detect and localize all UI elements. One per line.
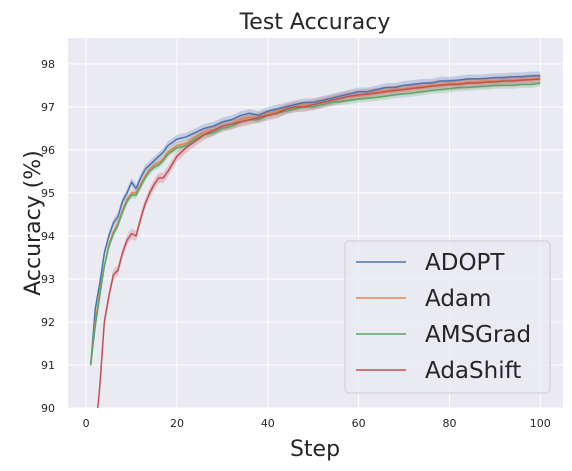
y-tick-label: 91 bbox=[41, 359, 55, 372]
y-tick-label: 96 bbox=[41, 144, 55, 157]
legend-label: AdaShift bbox=[425, 358, 521, 384]
line-adam bbox=[89, 77, 541, 366]
chart-title: Test Accuracy bbox=[239, 10, 391, 35]
y-tick-label: 98 bbox=[41, 58, 55, 71]
line-adopt bbox=[89, 75, 541, 366]
legend-label: AMSGrad bbox=[425, 322, 531, 348]
line-adashift bbox=[96, 78, 541, 408]
y-tick-labels: 90 91 92 93 94 95 96 97 98 bbox=[41, 58, 55, 415]
legend-box bbox=[344, 240, 551, 394]
x-axis-label: Step bbox=[290, 437, 340, 462]
x-tick-label: 80 bbox=[442, 417, 456, 430]
y-tick-label: 90 bbox=[41, 402, 55, 415]
x-tick-labels: 0 20 40 60 80 100 bbox=[83, 417, 551, 430]
series-lines bbox=[89, 75, 541, 408]
legend-label: ADOPT bbox=[425, 250, 505, 276]
y-tick-label: 95 bbox=[41, 187, 55, 200]
x-tick-label: 40 bbox=[261, 417, 275, 430]
x-tick-label: 60 bbox=[352, 417, 366, 430]
y-tick-label: 97 bbox=[41, 101, 55, 114]
x-tick-label: 100 bbox=[530, 417, 551, 430]
legend: ADOPT Adam AMSGrad AdaShift bbox=[344, 240, 551, 394]
y-axis-label: Accuracy (%) bbox=[21, 150, 46, 296]
x-tick-label: 0 bbox=[83, 417, 90, 430]
x-tick-label: 20 bbox=[170, 417, 184, 430]
y-tick-label: 93 bbox=[41, 273, 55, 286]
y-tick-label: 94 bbox=[41, 230, 55, 243]
legend-label: Adam bbox=[425, 286, 491, 312]
y-tick-label: 92 bbox=[41, 316, 55, 329]
